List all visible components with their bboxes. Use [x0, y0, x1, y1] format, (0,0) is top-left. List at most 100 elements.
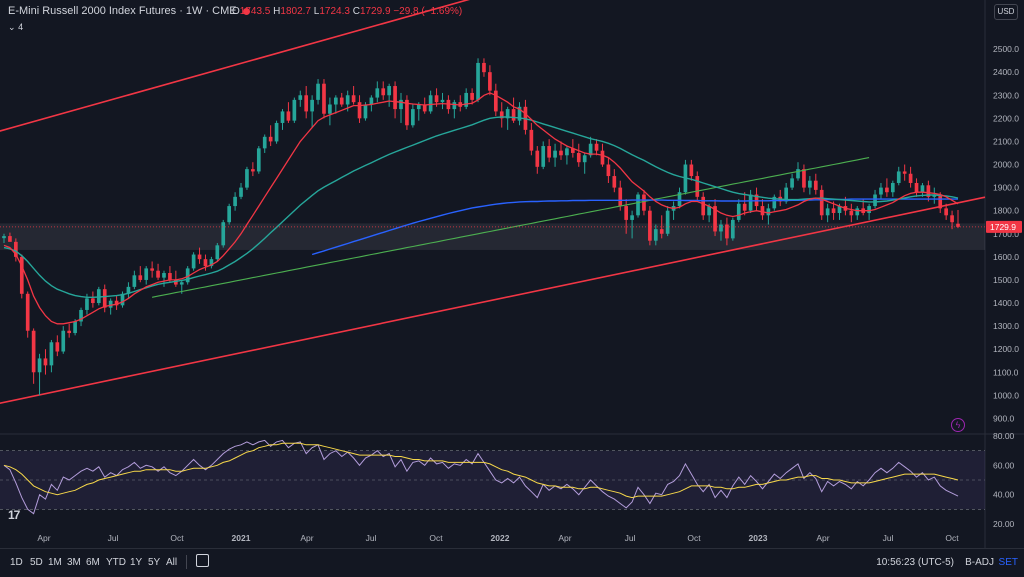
candle: [808, 176, 812, 195]
candle: [576, 143, 581, 167]
candle: [499, 102, 504, 128]
candle: [328, 97, 332, 126]
candle: [399, 92, 403, 123]
time-tick-label: Oct: [687, 533, 701, 543]
candle: [197, 247, 202, 264]
candle-body: [114, 300, 119, 306]
candle: [671, 201, 676, 220]
candle: [535, 146, 540, 174]
candle-body: [689, 164, 694, 177]
candle-body: [837, 206, 842, 213]
candle-body: [594, 143, 599, 151]
candle: [292, 97, 297, 123]
candle-body: [138, 275, 143, 280]
candle-body: [197, 254, 202, 260]
chevron-down-icon: ⌄: [8, 22, 16, 32]
candle-body: [351, 95, 356, 103]
candle: [766, 203, 771, 225]
adjustment-toggle[interactable]: B-ADJ: [965, 557, 994, 568]
candle-body: [849, 210, 854, 216]
currency-button[interactable]: USD: [994, 4, 1018, 20]
candle: [689, 159, 694, 181]
candle-body: [493, 90, 498, 112]
timeframe-ytd[interactable]: YTD: [106, 557, 126, 568]
candle-body: [191, 254, 196, 269]
price-tick-label: 1600.0: [993, 252, 1019, 262]
candle-body: [245, 169, 249, 188]
candle-body: [221, 222, 226, 246]
settlement-toggle[interactable]: SET: [998, 557, 1018, 568]
time-tick-label: Jul: [883, 533, 894, 543]
candle: [428, 90, 433, 114]
candle-body: [565, 148, 569, 156]
price-tick-label: 1000.0: [993, 390, 1019, 400]
candle: [464, 88, 469, 110]
candle-body: [132, 275, 137, 287]
timeframe-1m[interactable]: 1M: [48, 557, 62, 568]
candle: [61, 326, 66, 354]
candle-body: [369, 97, 374, 105]
timeframe-1y[interactable]: 1Y: [130, 557, 143, 568]
candle: [926, 180, 931, 202]
candle: [529, 122, 534, 156]
candle-body: [642, 194, 646, 211]
candle-body: [43, 358, 48, 366]
candle-body: [73, 321, 77, 334]
candle-body: [600, 150, 605, 165]
timeframe-5y[interactable]: 5Y: [148, 557, 161, 568]
candle-body: [37, 358, 42, 373]
timeframe-3m[interactable]: 3M: [67, 557, 81, 568]
candle: [25, 291, 30, 338]
candle: [760, 199, 765, 220]
timeframe-all[interactable]: All: [166, 557, 178, 568]
candle: [825, 203, 830, 223]
candle: [701, 192, 706, 220]
candle: [713, 199, 717, 237]
candle-body: [784, 187, 788, 202]
candle: [96, 286, 101, 306]
candle-body: [304, 95, 309, 112]
change-value: −29.8 (−1.69%): [393, 6, 463, 17]
candle-body: [55, 342, 60, 352]
candle: [956, 210, 960, 229]
candle: [79, 307, 83, 327]
candle: [43, 349, 48, 375]
candle-body: [274, 122, 279, 142]
time-tick-label: Oct: [429, 533, 443, 543]
indicators-toggle[interactable]: ⌄ 4: [8, 22, 23, 33]
candle: [31, 328, 36, 384]
candle: [754, 187, 759, 211]
candle: [416, 102, 421, 121]
candle-body: [262, 136, 267, 149]
candle-body: [612, 176, 617, 188]
candle: [108, 298, 113, 315]
timeframe-5d[interactable]: 5D: [30, 557, 43, 568]
open-label: O: [232, 6, 240, 17]
candle: [914, 178, 919, 197]
candle: [19, 254, 24, 299]
symbol-title[interactable]: E-Mini Russell 2000 Index Futures · 1W ·…: [8, 5, 250, 17]
candle-body: [310, 99, 314, 112]
candle-body: [890, 182, 895, 193]
candle-body: [387, 86, 391, 96]
candle-body: [648, 210, 652, 241]
timeframe-6m[interactable]: 6M: [86, 557, 100, 568]
tradingview-logo-icon[interactable]: 17: [8, 508, 20, 522]
calendar-icon[interactable]: [196, 554, 209, 567]
candle: [867, 203, 871, 220]
candle-body: [772, 196, 777, 209]
flash-icon[interactable]: ϟ: [951, 418, 965, 432]
candle-body: [434, 95, 439, 103]
candle-body: [25, 293, 30, 331]
candle-body: [796, 169, 800, 179]
candle-body: [209, 259, 214, 267]
market-status-dot: [242, 7, 250, 15]
toolbar-divider: [186, 555, 187, 569]
clock-readout[interactable]: 10:56:23 (UTC-5): [876, 557, 954, 568]
candle: [488, 65, 492, 96]
timeframe-1d[interactable]: 1D: [10, 557, 23, 568]
chart-canvas[interactable]: 80.00 60.00 40.00 20.00 2500.0 2400.0 2300.0 2…: [0, 0, 1024, 548]
candle: [150, 261, 154, 278]
candle-body: [328, 104, 332, 114]
candle: [902, 164, 907, 181]
